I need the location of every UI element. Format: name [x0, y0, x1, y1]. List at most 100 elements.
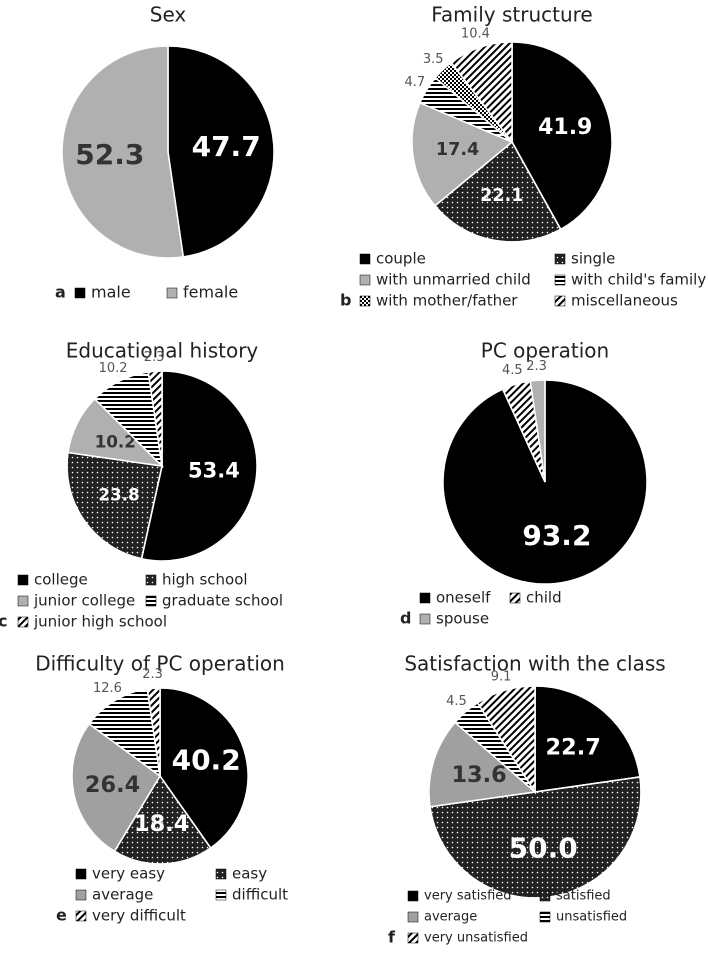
data-label: 40.2: [172, 743, 241, 776]
legend-swatch-pattern: [216, 890, 226, 900]
legend-label: couple: [376, 250, 426, 268]
legend-label: spouse: [436, 610, 489, 628]
legend-swatch: [75, 889, 87, 901]
pie-slice-pattern: [113, 774, 212, 865]
data-label: 4.5: [502, 363, 523, 378]
legend-swatch: [17, 574, 29, 586]
pie-slice: [71, 722, 161, 853]
legend-swatch-pattern: [216, 869, 226, 879]
legend-label: single: [571, 250, 615, 268]
legend-label: female: [183, 283, 238, 302]
legend-swatch-pattern: [360, 296, 370, 306]
data-label: 2.3: [144, 350, 165, 365]
legend-label: with unmarried child: [376, 271, 531, 289]
legend-swatch: [359, 274, 371, 286]
legend-swatch-pattern: [76, 911, 86, 921]
data-label: 41.9: [538, 115, 592, 140]
panel-letter: c: [0, 612, 7, 631]
legend-swatch: [407, 890, 419, 902]
chart-title: Family structure: [431, 3, 592, 27]
pie-slice-pattern: [88, 688, 162, 778]
data-label: 53.4: [188, 459, 240, 483]
data-label: 93.2: [522, 519, 591, 552]
pie-slice: [411, 101, 514, 207]
data-label: 52.3: [75, 138, 144, 171]
data-label: 47.7: [192, 130, 261, 163]
legend-label: average: [424, 910, 477, 925]
legend-label: college: [34, 571, 88, 589]
legend-label: very satisfied: [424, 889, 512, 904]
pie-slice-pattern: [146, 687, 161, 777]
panel-letter: e: [56, 906, 67, 925]
legend-swatch-pattern: [408, 933, 418, 943]
data-label: 3.5: [423, 52, 444, 67]
pie-slice: [61, 45, 185, 259]
panel-letter: b: [340, 291, 351, 310]
data-label: 10.2: [95, 432, 136, 452]
legend-swatch-pattern: [18, 617, 28, 627]
legend-swatch-pattern: [540, 912, 550, 922]
legend-label: junior high school: [33, 613, 167, 631]
legend-swatch-pattern: [555, 296, 565, 306]
legend-label: satisfied: [556, 889, 611, 904]
chart-title: Educational history: [66, 339, 259, 363]
legend-label: graduate school: [162, 592, 283, 610]
data-label: 18.4: [134, 811, 189, 837]
legend-swatch: [166, 287, 178, 299]
data-label: 4.5: [446, 694, 467, 709]
pie-slice-pattern: [450, 41, 513, 145]
chart-title: Difficulty of PC operation: [35, 652, 285, 676]
data-label: 50.0: [509, 832, 578, 865]
data-label: 22.1: [480, 186, 523, 206]
legend-swatch-pattern: [540, 891, 550, 901]
legend-label: high school: [162, 571, 248, 589]
legend-label: easy: [232, 865, 267, 883]
pie-slice-pattern: [476, 685, 536, 795]
legend-label: very difficult: [92, 907, 186, 925]
legend-label: junior college: [33, 592, 135, 610]
data-label: 26.4: [85, 772, 140, 798]
data-label: 23.8: [98, 485, 139, 505]
legend-swatch: [359, 253, 371, 265]
panel-letter: d: [400, 609, 411, 628]
data-label: 17.4: [436, 140, 479, 160]
data-label: 9.1: [491, 669, 512, 684]
legend-swatch: [75, 868, 87, 880]
chart-title: PC operation: [481, 339, 609, 363]
data-label: 10.2: [99, 361, 128, 376]
legend-swatch-pattern: [510, 593, 520, 603]
legend-label: child: [526, 589, 562, 607]
legend-swatch-pattern: [555, 254, 565, 264]
legend-label: unsatisfied: [556, 910, 627, 925]
pie-slice: [159, 687, 249, 850]
legend-swatch: [419, 613, 431, 625]
legend-swatch-pattern: [146, 596, 156, 606]
data-label: 2.3: [526, 359, 547, 374]
legend-label: difficult: [232, 886, 288, 904]
legend-label: miscellaneous: [571, 292, 678, 310]
legend-label: very unsatisfied: [424, 931, 528, 946]
legend-label: with child's family: [571, 271, 706, 289]
chart-title: Satisfaction with the class: [404, 652, 665, 676]
pie-slice: [534, 685, 641, 793]
data-label: 2.3: [142, 667, 163, 682]
pie-slice: [529, 379, 546, 483]
pie-slice: [167, 45, 275, 258]
data-label: 22.7: [546, 734, 601, 760]
legend-label: male: [91, 283, 131, 302]
pie-slice-pattern: [66, 451, 163, 560]
legend-label: average: [92, 886, 153, 904]
pie-slice: [428, 721, 537, 808]
legend-swatch-pattern: [555, 275, 565, 285]
panel-letter: a: [55, 283, 66, 302]
legend-swatch: [74, 287, 86, 299]
data-label: 12.6: [93, 681, 122, 696]
legend-label: very easy: [92, 865, 165, 883]
legend-label: oneself: [436, 589, 491, 607]
pie-slice: [511, 41, 613, 231]
data-label: 10.4: [461, 27, 490, 42]
legend-swatch: [419, 592, 431, 604]
legend-swatch-pattern: [146, 575, 156, 585]
legend-label: with mother/father: [376, 292, 518, 310]
